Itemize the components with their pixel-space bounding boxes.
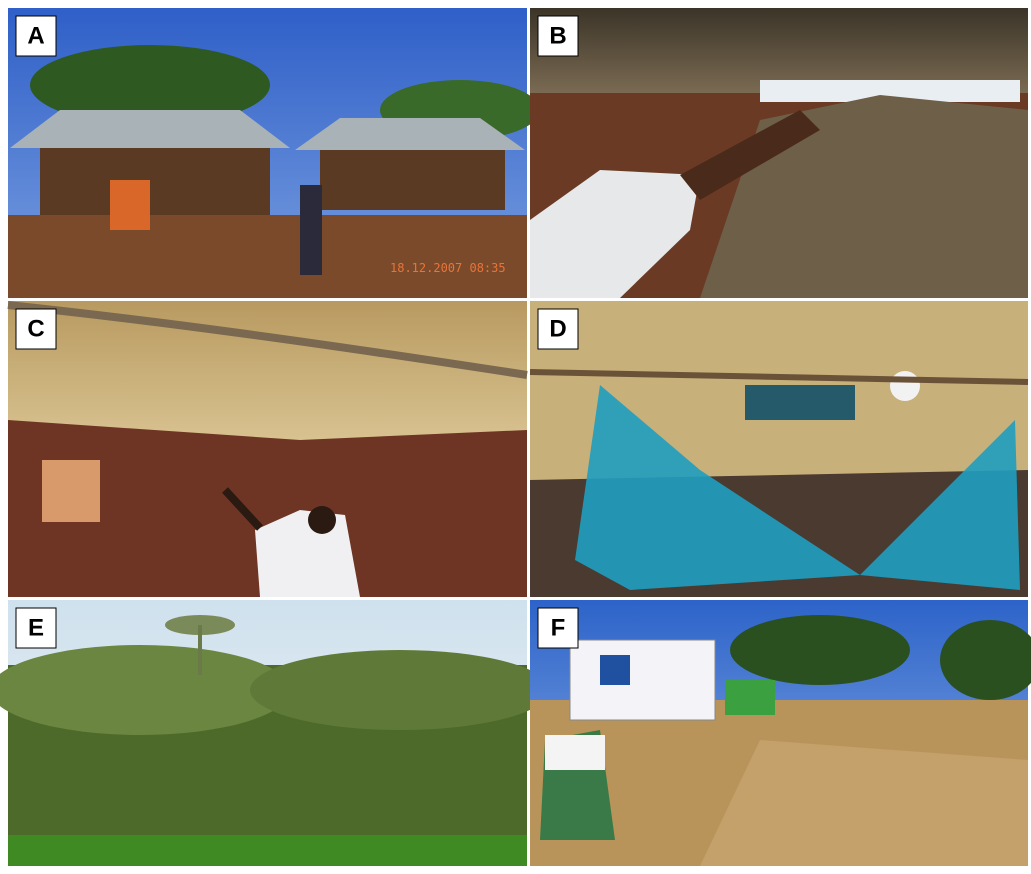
panel-a: 18.12.2007 08:35 A (8, 8, 540, 298)
timestamp: 18.12.2007 08:35 (390, 261, 506, 275)
panel-label: A (27, 22, 44, 49)
panel-e: E (0, 600, 550, 866)
panel-f: F (530, 600, 1031, 866)
panel-label: D (549, 315, 566, 342)
panel-label: F (551, 614, 566, 641)
panel-label: B (549, 22, 566, 49)
panel-label: C (27, 315, 44, 342)
panel-b: B (530, 8, 1028, 298)
panel-d: D (529, 301, 1029, 597)
panel-label: E (28, 614, 44, 641)
panel-c: C (7, 301, 528, 597)
